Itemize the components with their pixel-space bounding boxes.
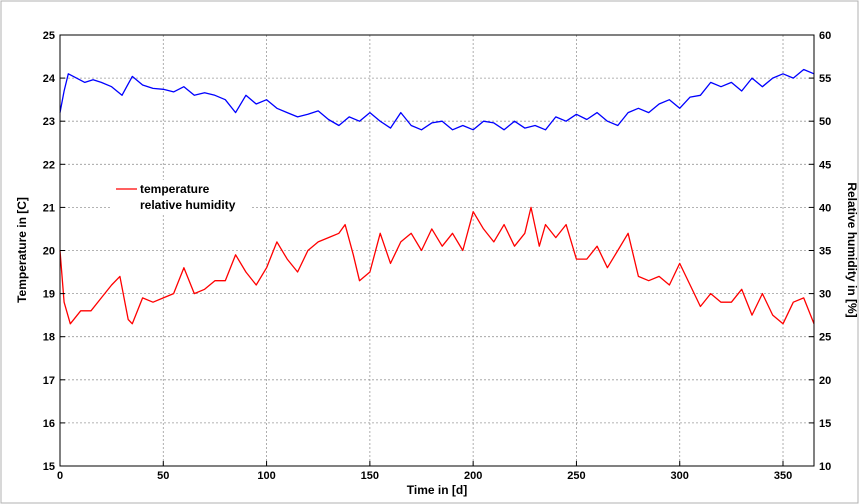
y-left-tick-label: 20 [43, 246, 55, 258]
y-right-tick-label: 50 [819, 116, 831, 128]
y-left-tick-label: 17 [43, 375, 55, 387]
y-axis-left-label: Temperature in [C] [15, 197, 29, 303]
legend-label-humidity: relative humidity [140, 198, 236, 212]
y-left-tick-label: 16 [43, 418, 55, 430]
y-right-tick-label: 10 [819, 461, 831, 473]
legend-box [112, 180, 250, 214]
x-tick-label: 300 [671, 470, 689, 482]
y-left-tick-label: 15 [43, 461, 55, 473]
grid [60, 35, 814, 466]
x-tick-label: 350 [774, 470, 792, 482]
y-right-tick-label: 35 [819, 246, 831, 258]
legend-label-temperature: temperature [140, 182, 210, 196]
x-tick-label: 0 [57, 470, 63, 482]
y-left-tick-labels: 15 16 17 18 19 20 21 22 23 24 25 [43, 30, 65, 473]
x-tick-labels: 0 50 100 150 200 250 300 350 [57, 461, 792, 482]
x-axis-label: Time in [d] [407, 483, 467, 497]
y-left-tick-label: 18 [43, 332, 55, 344]
x-tick-label: 150 [361, 470, 379, 482]
legend: temperature relative humidity [112, 180, 250, 214]
series-line-temperature [59, 206, 815, 325]
x-tick-label: 50 [157, 470, 169, 482]
y-right-tick-label: 20 [819, 375, 831, 387]
y-right-tick-label: 25 [819, 332, 831, 344]
y-axis-right-label: Relative humidity in [%] [845, 182, 859, 317]
y-right-tick-label: 45 [819, 159, 831, 171]
y-right-tick-label: 55 [819, 73, 831, 85]
y-left-tick-label: 22 [43, 159, 55, 171]
y-right-tick-label: 30 [819, 289, 831, 301]
series-layer [59, 68, 815, 325]
series-line-relative-humidity [59, 68, 815, 131]
x-tick-label: 200 [464, 470, 482, 482]
x-tick-label: 250 [567, 470, 585, 482]
y-right-tick-labels: 10 15 20 25 30 35 40 45 50 55 60 [809, 30, 831, 473]
y-left-tick-label: 24 [43, 73, 56, 85]
y-left-tick-label: 23 [43, 116, 55, 128]
y-left-tick-label: 21 [43, 202, 55, 214]
x-tick-label: 100 [257, 470, 275, 482]
y-right-tick-label: 40 [819, 202, 831, 214]
y-left-tick-label: 19 [43, 289, 55, 301]
y-right-tick-label: 15 [819, 418, 831, 430]
y-left-tick-label: 25 [43, 30, 55, 42]
y-right-tick-label: 60 [819, 30, 831, 42]
